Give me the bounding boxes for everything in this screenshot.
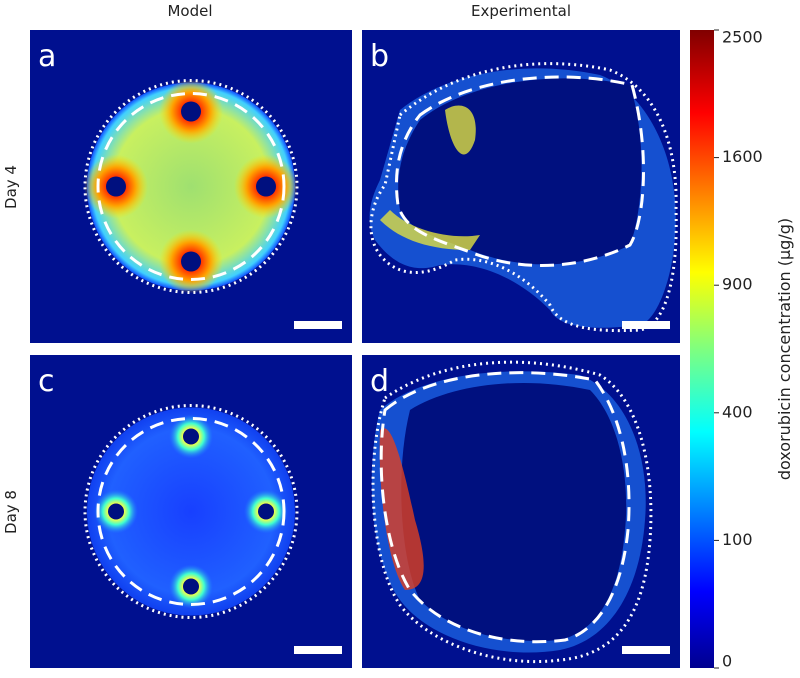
outer-boundary	[369, 62, 678, 333]
panel-letter: c	[38, 364, 55, 399]
outer-boundary	[83, 79, 299, 294]
model-domain	[87, 82, 295, 291]
model-domain	[87, 407, 295, 616]
panels: a b c d	[30, 30, 680, 668]
row-label: Day 4	[2, 165, 20, 209]
source	[181, 251, 201, 272]
panel-letter: a	[38, 39, 56, 74]
colorbar-tick-label: 1600	[722, 147, 763, 166]
uptake	[380, 105, 480, 250]
colorbar-tick-label: 0	[722, 652, 732, 671]
scale-bar	[294, 321, 342, 329]
scale-bar	[622, 646, 670, 654]
row-label: Day 8	[2, 490, 20, 534]
panel-letter: b	[370, 39, 389, 74]
source	[181, 101, 201, 122]
source	[258, 503, 274, 520]
source	[108, 503, 124, 520]
scale-bar	[294, 646, 342, 654]
source	[183, 578, 199, 595]
colorbar-ticks: 0 100 400 900 1600 2500	[714, 28, 763, 671]
outer-boundary	[371, 360, 653, 664]
colorbar-tick-label: 2500	[722, 28, 763, 47]
column-header: Experimental	[471, 2, 571, 20]
colorbar	[690, 30, 714, 668]
colorbar-label: doxorubicin concentration (μg/g)	[775, 218, 794, 480]
colorbar-tick-label: 100	[722, 530, 753, 549]
colorbar-tick-label: 900	[722, 275, 753, 294]
source	[106, 176, 126, 197]
column-header: Model	[167, 2, 212, 20]
outer-boundary	[83, 404, 299, 619]
source	[256, 176, 276, 197]
uptake	[379, 428, 424, 590]
tumor-boundary	[379, 371, 631, 644]
colorbar-tick-label: 400	[722, 402, 753, 421]
panel-letter: d	[370, 364, 389, 399]
scale-bar	[622, 321, 670, 329]
tumor-core	[401, 382, 627, 641]
tumor-boundary	[96, 417, 286, 606]
source	[183, 428, 199, 445]
tumor-boundary	[96, 92, 286, 281]
